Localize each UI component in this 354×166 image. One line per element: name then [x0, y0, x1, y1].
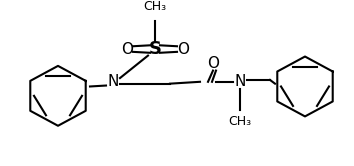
Text: N: N [234, 74, 246, 89]
Text: CH₃: CH₃ [143, 0, 167, 13]
Text: O: O [121, 42, 133, 57]
Text: CH₃: CH₃ [228, 116, 252, 128]
Text: O: O [177, 42, 189, 57]
Text: N: N [107, 74, 119, 89]
Text: O: O [207, 56, 219, 71]
Text: S: S [148, 40, 161, 58]
